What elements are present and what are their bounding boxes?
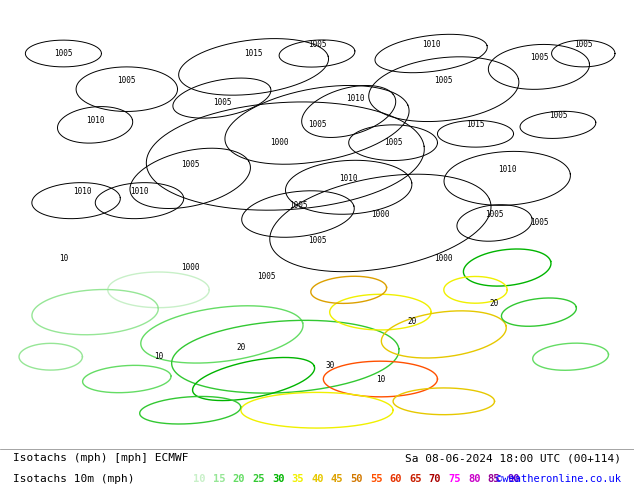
Text: 1010: 1010: [339, 174, 358, 183]
Text: Sa 08-06-2024 18:00 UTC (00+114): Sa 08-06-2024 18:00 UTC (00+114): [405, 453, 621, 463]
Text: 20: 20: [408, 317, 417, 325]
Text: 25: 25: [252, 474, 265, 484]
Text: 1005: 1005: [257, 272, 276, 281]
Text: 1005: 1005: [54, 49, 73, 58]
Text: 85: 85: [488, 474, 500, 484]
Text: 1005: 1005: [384, 138, 403, 147]
Text: 20: 20: [233, 474, 245, 484]
Text: 20: 20: [490, 299, 499, 308]
Text: 80: 80: [468, 474, 481, 484]
Text: 10: 10: [193, 474, 206, 484]
Text: 30: 30: [325, 361, 334, 370]
Text: 1005: 1005: [307, 40, 327, 49]
Text: 1000: 1000: [434, 254, 453, 263]
Text: 50: 50: [351, 474, 363, 484]
Text: 1010: 1010: [498, 165, 517, 174]
Text: 1005: 1005: [529, 53, 548, 62]
Text: Isotachs 10m (mph): Isotachs 10m (mph): [13, 474, 134, 484]
Text: 10: 10: [154, 352, 163, 361]
Text: 1010: 1010: [422, 40, 441, 49]
Text: 75: 75: [448, 474, 461, 484]
Text: 1010: 1010: [86, 116, 105, 125]
Text: 90: 90: [507, 474, 520, 484]
Text: 1005: 1005: [212, 98, 231, 107]
Text: 10: 10: [59, 254, 68, 263]
Text: 1000: 1000: [181, 263, 200, 272]
Text: 30: 30: [272, 474, 285, 484]
Text: 1010: 1010: [73, 187, 92, 196]
Text: 20: 20: [236, 343, 245, 352]
Text: 1015: 1015: [466, 121, 485, 129]
Text: 1005: 1005: [485, 210, 504, 219]
Text: 1000: 1000: [269, 138, 288, 147]
Text: 1005: 1005: [434, 76, 453, 85]
Text: 10: 10: [376, 374, 385, 384]
Text: 1010: 1010: [346, 94, 365, 102]
Text: 45: 45: [331, 474, 343, 484]
Text: 1005: 1005: [529, 219, 548, 227]
Text: 60: 60: [390, 474, 402, 484]
Text: 40: 40: [311, 474, 323, 484]
Text: Isotachs (mph) [mph] ECMWF: Isotachs (mph) [mph] ECMWF: [13, 453, 188, 463]
Text: ©weatheronline.co.uk: ©weatheronline.co.uk: [496, 474, 621, 484]
Text: 1005: 1005: [307, 121, 327, 129]
Text: 1010: 1010: [130, 187, 149, 196]
Text: 1000: 1000: [371, 210, 390, 219]
Text: 1005: 1005: [307, 236, 327, 245]
Text: 1005: 1005: [288, 200, 307, 210]
Text: 1005: 1005: [117, 76, 136, 85]
Text: 65: 65: [409, 474, 422, 484]
Text: 1015: 1015: [244, 49, 263, 58]
Text: 1005: 1005: [574, 40, 593, 49]
Text: 1005: 1005: [548, 111, 567, 121]
Text: 1005: 1005: [181, 161, 200, 170]
Text: 15: 15: [213, 474, 226, 484]
Text: 70: 70: [429, 474, 441, 484]
Text: 35: 35: [292, 474, 304, 484]
Text: 55: 55: [370, 474, 382, 484]
